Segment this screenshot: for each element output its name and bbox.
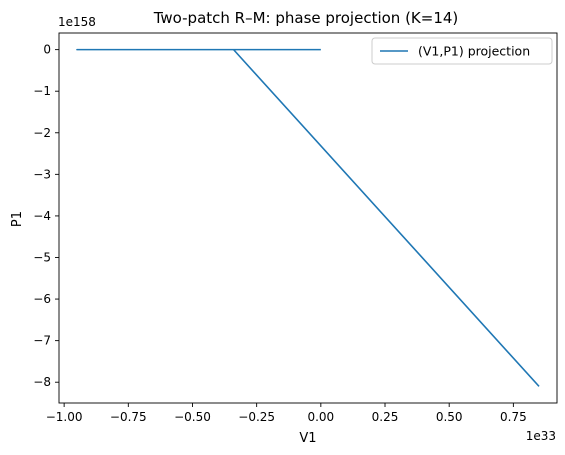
x-tick-label: −0.75 (110, 410, 147, 424)
x-tick-label: −1.00 (46, 410, 83, 424)
y-offset-text: 1e158 (58, 15, 96, 29)
x-tick-label: −0.25 (238, 410, 275, 424)
x-axis-label: V1 (299, 431, 316, 446)
plot-frame (58, 32, 558, 404)
y-tick-label: −6 (33, 292, 51, 306)
y-axis-label: P1 (10, 211, 25, 227)
y-tick-label: −2 (33, 126, 51, 140)
chart-title: Two-patch R–M: phase projection (K=14) (153, 9, 459, 27)
legend-box (371, 37, 553, 65)
x-axis: −1.00 −0.75 −0.50 −0.25 0.00 0.25 0.50 0.75 (46, 403, 527, 424)
y-axis: 0 −1 −2 −3 −4 −5 −6 −7 −8 (33, 43, 59, 389)
legend-label: (V1,P1) projection (418, 44, 530, 59)
y-tick-label: 0 (43, 43, 51, 57)
y-tick-label: −8 (33, 375, 51, 389)
x-tick-label: 0.50 (436, 410, 463, 424)
plot-area (58, 32, 558, 404)
x-tick-label: 0.25 (372, 410, 399, 424)
y-tick-label: −7 (33, 334, 51, 348)
x-tick-label: 0.00 (307, 410, 334, 424)
series-line-0 (76, 48, 540, 387)
y-tick-label: −5 (33, 250, 51, 264)
x-tick-label: 0.75 (500, 410, 527, 424)
y-tick-label: −3 (33, 167, 51, 181)
legend: (V1,P1) projection (371, 37, 553, 65)
y-tick-label: −1 (33, 84, 51, 98)
x-tick-label: −0.50 (174, 410, 211, 424)
x-offset-text: 1e33 (526, 429, 556, 443)
y-tick-label: −4 (33, 209, 51, 223)
